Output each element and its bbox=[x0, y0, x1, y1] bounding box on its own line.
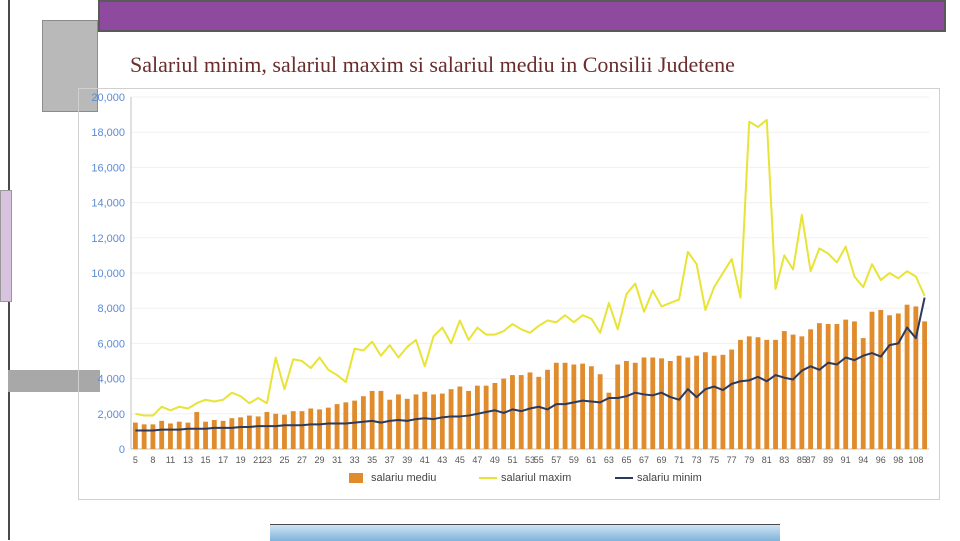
svg-text:87: 87 bbox=[806, 455, 816, 465]
svg-text:49: 49 bbox=[490, 455, 500, 465]
svg-text:108: 108 bbox=[908, 455, 923, 465]
svg-text:47: 47 bbox=[472, 455, 482, 465]
decor-lilac-box bbox=[0, 190, 12, 302]
svg-text:4,000: 4,000 bbox=[97, 374, 125, 386]
svg-text:salariul maxim: salariul maxim bbox=[501, 472, 571, 484]
svg-text:69: 69 bbox=[657, 455, 667, 465]
svg-text:65: 65 bbox=[621, 455, 631, 465]
svg-text:96: 96 bbox=[876, 455, 886, 465]
svg-text:45: 45 bbox=[455, 455, 465, 465]
svg-text:89: 89 bbox=[823, 455, 833, 465]
svg-text:41: 41 bbox=[420, 455, 430, 465]
svg-text:33: 33 bbox=[350, 455, 360, 465]
svg-text:73: 73 bbox=[692, 455, 702, 465]
svg-text:83: 83 bbox=[779, 455, 789, 465]
svg-text:6,000: 6,000 bbox=[97, 338, 125, 350]
svg-text:39: 39 bbox=[402, 455, 412, 465]
svg-text:10,000: 10,000 bbox=[91, 268, 125, 280]
svg-text:81: 81 bbox=[762, 455, 772, 465]
svg-text:25: 25 bbox=[279, 455, 289, 465]
svg-text:11: 11 bbox=[166, 455, 175, 465]
svg-text:63: 63 bbox=[604, 455, 614, 465]
svg-text:43: 43 bbox=[437, 455, 447, 465]
svg-text:71: 71 bbox=[674, 455, 684, 465]
decor-header-bar bbox=[98, 0, 946, 32]
chart-svg: 0 2,000 4,000 6,000 8,000 10,000 12,000 14,000 1… bbox=[79, 89, 939, 499]
decor-bottom-blue bbox=[270, 524, 780, 541]
svg-text:61: 61 bbox=[586, 455, 596, 465]
svg-text:12,000: 12,000 bbox=[91, 233, 125, 245]
svg-text:37: 37 bbox=[385, 455, 395, 465]
svg-text:17: 17 bbox=[218, 455, 228, 465]
svg-text:8: 8 bbox=[150, 455, 155, 465]
svg-text:55: 55 bbox=[534, 455, 544, 465]
page-title: Salariul minim, salariul maxim si salari… bbox=[130, 52, 735, 78]
svg-text:14,000: 14,000 bbox=[91, 198, 125, 210]
svg-text:59: 59 bbox=[569, 455, 579, 465]
svg-text:16,000: 16,000 bbox=[91, 162, 125, 174]
svg-text:27: 27 bbox=[297, 455, 307, 465]
svg-text:salariu mediu: salariu mediu bbox=[371, 472, 436, 484]
svg-text:15: 15 bbox=[201, 455, 211, 465]
salary-chart: 0 2,000 4,000 6,000 8,000 10,000 12,000 14,000 1… bbox=[78, 88, 940, 500]
svg-text:31: 31 bbox=[332, 455, 342, 465]
svg-text:salariu minim: salariu minim bbox=[637, 472, 702, 484]
svg-text:2,000: 2,000 bbox=[97, 409, 125, 421]
svg-text:29: 29 bbox=[315, 455, 325, 465]
svg-text:23: 23 bbox=[262, 455, 272, 465]
svg-text:19: 19 bbox=[236, 455, 246, 465]
svg-text:13: 13 bbox=[183, 455, 193, 465]
svg-text:5: 5 bbox=[133, 455, 138, 465]
svg-text:35: 35 bbox=[367, 455, 377, 465]
svg-text:57: 57 bbox=[551, 455, 561, 465]
svg-text:51: 51 bbox=[507, 455, 517, 465]
svg-text:79: 79 bbox=[744, 455, 754, 465]
svg-text:8,000: 8,000 bbox=[97, 303, 125, 315]
svg-text:77: 77 bbox=[727, 455, 737, 465]
svg-text:67: 67 bbox=[639, 455, 649, 465]
svg-text:75: 75 bbox=[709, 455, 719, 465]
svg-text:98: 98 bbox=[893, 455, 903, 465]
svg-text:91: 91 bbox=[841, 455, 851, 465]
svg-text:94: 94 bbox=[858, 455, 868, 465]
svg-text:18,000: 18,000 bbox=[91, 127, 125, 139]
svg-text:20,000: 20,000 bbox=[91, 92, 125, 104]
svg-text:0: 0 bbox=[119, 444, 125, 456]
